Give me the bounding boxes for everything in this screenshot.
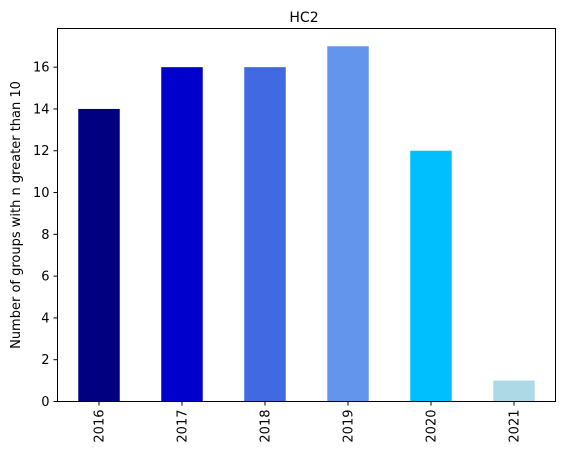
y-tick-label: 8 — [41, 228, 49, 243]
x-tick-label: 2018 — [259, 410, 274, 443]
x-tick-label: 2021 — [508, 410, 523, 443]
plot-frame — [57, 28, 556, 402]
y-tick-label: 4 — [41, 311, 49, 326]
x-tick-label: 2016 — [93, 410, 108, 443]
x-ticks-group: 2016 2017 2018 2019 2020 2021 — [93, 401, 523, 443]
y-tick-label: 2 — [41, 353, 49, 368]
bar-2017 — [161, 67, 203, 402]
x-tick-label: 2019 — [342, 410, 357, 443]
chart-title: HC2 — [289, 10, 318, 26]
bar-2016 — [78, 108, 120, 402]
y-tick-label: 16 — [33, 61, 50, 76]
x-tick-label: 2020 — [425, 410, 440, 443]
y-tick-label: 0 — [41, 395, 49, 410]
bar-2021 — [493, 380, 535, 402]
y-axis-label: Number of groups with n greater than 10 — [9, 81, 24, 349]
y-tick-label: 14 — [33, 102, 50, 117]
y-tick-label: 12 — [33, 144, 50, 159]
bars-group — [78, 46, 535, 402]
y-tick-label: 6 — [41, 270, 49, 285]
y-ticks-group: 0 2 4 6 8 10 12 14 16 — [33, 61, 58, 410]
bar-2018 — [244, 67, 286, 402]
x-tick-label: 2017 — [176, 410, 191, 443]
y-tick-label: 10 — [33, 186, 50, 201]
bar-2020 — [410, 150, 452, 402]
bar-2019 — [327, 46, 369, 402]
